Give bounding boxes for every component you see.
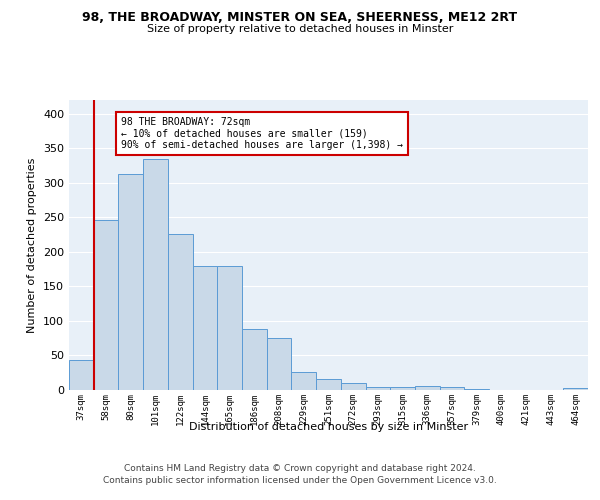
Text: Distribution of detached houses by size in Minster: Distribution of detached houses by size … [189,422,469,432]
Bar [168,234,193,390]
Bar [94,220,118,390]
Bar [292,372,316,390]
Bar [267,338,292,390]
Bar [217,266,242,390]
Bar [118,174,143,390]
Bar [341,383,365,390]
Text: Size of property relative to detached houses in Minster: Size of property relative to detached ho… [147,24,453,34]
Bar [143,158,168,390]
Bar [390,386,415,390]
Bar [464,388,489,390]
Bar [242,328,267,390]
Bar [365,386,390,390]
Bar [193,266,217,390]
Bar [415,386,440,390]
Bar [69,360,94,390]
Bar [563,388,588,390]
Text: 98, THE BROADWAY, MINSTER ON SEA, SHEERNESS, ME12 2RT: 98, THE BROADWAY, MINSTER ON SEA, SHEERN… [82,11,518,24]
Y-axis label: Number of detached properties: Number of detached properties [28,158,37,332]
Text: 98 THE BROADWAY: 72sqm
← 10% of detached houses are smaller (159)
90% of semi-de: 98 THE BROADWAY: 72sqm ← 10% of detached… [121,118,403,150]
Text: Contains public sector information licensed under the Open Government Licence v3: Contains public sector information licen… [103,476,497,485]
Bar [440,386,464,390]
Text: Contains HM Land Registry data © Crown copyright and database right 2024.: Contains HM Land Registry data © Crown c… [124,464,476,473]
Bar [316,379,341,390]
